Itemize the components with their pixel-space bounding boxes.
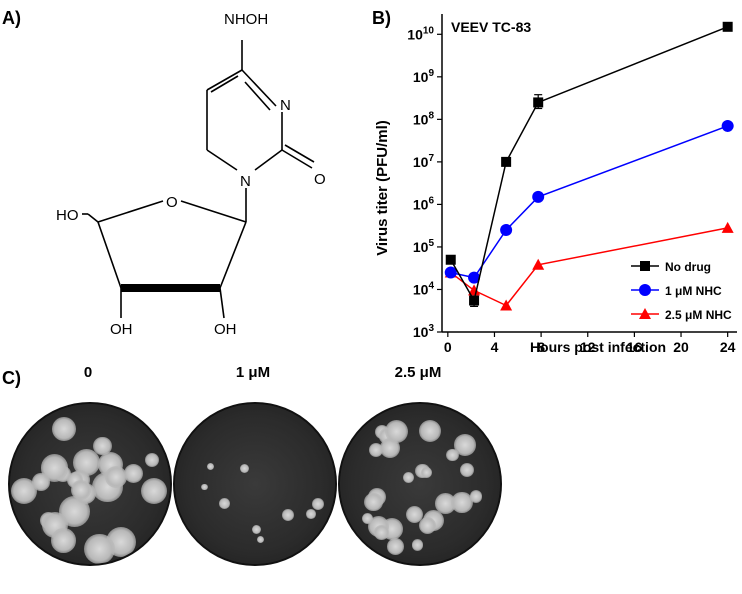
legend-label: 2.5 μM NHC: [665, 308, 732, 322]
nhoh-label: NHOH: [224, 11, 268, 28]
plaque: [83, 533, 115, 564]
data-point-square: [533, 97, 544, 108]
plaque: [52, 417, 76, 441]
carbonyl-oxygen-label: O: [314, 171, 326, 188]
y-tick-label: 107: [413, 153, 435, 170]
data-point-circle: [444, 266, 457, 279]
panel-label-a: A): [2, 8, 21, 28]
data-point-circle: [500, 224, 513, 237]
plaque: [411, 539, 424, 552]
plaque: [446, 448, 459, 462]
x-tick-label: 4: [491, 339, 499, 355]
plaque: [451, 491, 474, 514]
chart-title: VEEV TC-83: [451, 19, 531, 35]
data-point-square: [445, 254, 456, 265]
plaque: [200, 483, 208, 491]
x-tick-label: 24: [720, 339, 736, 355]
data-point-square: [722, 21, 733, 32]
hydroxyl-ho-label: HO: [56, 207, 79, 224]
plaque: [256, 536, 264, 543]
data-point-circle: [532, 190, 545, 203]
plaque: [435, 493, 457, 515]
plate-label-0: 0: [83, 364, 93, 381]
glycosidic-nitrogen-label: N: [240, 173, 251, 190]
x-tick-label: 8: [537, 339, 545, 355]
plaque-plate-1um: [173, 402, 337, 566]
y-axis-label: Virus titer (PFU/ml): [374, 120, 391, 256]
y-tick-label: 109: [413, 68, 435, 85]
legend-label: 1 μM NHC: [665, 284, 722, 298]
chart-series: [444, 21, 734, 311]
chart-axes: 0 4 8 12 16 20 24 103 104 105 106 107 108 109 1010: [407, 14, 737, 355]
data-point-triangle: [468, 284, 481, 296]
y-tick-label: 103: [413, 323, 435, 340]
plaque: [123, 463, 144, 484]
data-point-triangle: [500, 299, 513, 311]
plaque: [419, 516, 437, 534]
plaque: [419, 419, 442, 442]
plaque: [454, 434, 476, 456]
hydroxyl-oh-right-label: OH: [214, 321, 237, 338]
plaque: [144, 452, 159, 468]
data-point-circle: [721, 119, 734, 132]
plaque-plate-2-5um: [338, 402, 502, 566]
plaque: [282, 509, 294, 522]
x-tick-label: 0: [444, 339, 452, 355]
plaque: [403, 472, 415, 484]
plaque: [40, 454, 69, 482]
panel-label-c: C): [2, 368, 21, 388]
y-tick-label: 108: [413, 110, 435, 127]
ring-nitrogen-label: N: [280, 97, 291, 114]
plaque: [469, 490, 483, 503]
y-tick-label: 1010: [407, 25, 434, 42]
x-tick-label: 16: [627, 339, 643, 355]
plaque: [368, 443, 383, 458]
virus-titer-chart: 0 4 8 12 16 20 24 103 104 105 106 107 108 109 1010 No …: [374, 14, 737, 355]
panel-label-b: B): [372, 8, 391, 28]
plaque: [421, 467, 433, 479]
plaque: [459, 462, 474, 477]
plaque: [51, 528, 76, 553]
data-point-square: [640, 261, 650, 271]
plaque: [240, 463, 250, 473]
plaque-plate-no-drug: [8, 402, 172, 566]
plaque: [311, 498, 324, 511]
plaque: [406, 505, 424, 523]
x-tick-label: 20: [673, 339, 689, 355]
plaque: [207, 462, 215, 470]
plaque: [386, 537, 404, 555]
plaque: [361, 513, 373, 525]
plaque: [252, 524, 262, 534]
data-point-square: [501, 156, 512, 167]
data-point-triangle: [721, 221, 734, 233]
y-tick-label: 106: [413, 195, 435, 212]
plaque: [306, 509, 316, 519]
y-tick-label: 105: [413, 238, 435, 255]
chemical-structure: NHOH N N O O HO OH OH: [56, 11, 326, 338]
plaque: [218, 497, 230, 509]
plaque: [70, 479, 92, 501]
plaque: [140, 477, 168, 505]
x-tick-label: 12: [580, 339, 596, 355]
plaque: [384, 419, 408, 443]
y-tick-label: 104: [413, 280, 435, 297]
plaque: [93, 436, 112, 456]
data-point-triangle: [639, 308, 651, 319]
legend-label: No drug: [665, 260, 711, 274]
x-axis-label: Hours post infection: [530, 339, 666, 355]
plaque: [379, 437, 401, 459]
data-point-circle: [639, 284, 651, 296]
plaque: [105, 465, 128, 488]
plaque: [374, 524, 389, 540]
data-point-circle: [468, 271, 481, 284]
ring-oxygen-label: O: [166, 194, 178, 211]
data-point-triangle: [532, 258, 545, 270]
plate-label-1: 1 μM: [235, 364, 271, 381]
hydroxyl-oh-left-label: OH: [110, 321, 133, 338]
plate-label-2: 2.5 μM: [394, 364, 442, 381]
plaque: [364, 493, 383, 512]
chart-legend: No drug 1 μM NHC 2.5 μM NHC: [631, 260, 732, 322]
data-point-square: [469, 295, 480, 306]
